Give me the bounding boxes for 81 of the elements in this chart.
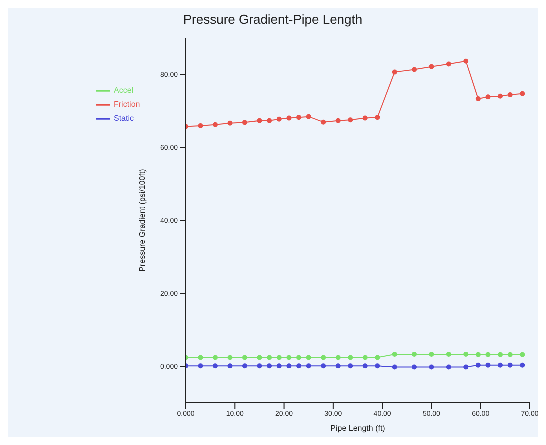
point	[336, 355, 341, 360]
point	[228, 120, 233, 126]
point	[464, 364, 469, 370]
point	[336, 364, 341, 369]
point	[276, 355, 282, 360]
point	[446, 62, 452, 67]
point	[392, 364, 398, 370]
point	[267, 355, 272, 360]
point	[306, 355, 312, 360]
point	[362, 355, 368, 360]
point	[486, 352, 491, 358]
legend-label: Accel	[114, 86, 134, 96]
point	[257, 118, 262, 124]
point	[508, 352, 513, 358]
point	[212, 122, 218, 128]
point	[296, 364, 302, 369]
point	[276, 116, 282, 122]
point	[375, 115, 380, 120]
point	[198, 355, 204, 360]
point	[286, 355, 292, 360]
chart-title: Pressure Gradient-Pipe Length	[182, 11, 364, 29]
point	[321, 364, 326, 369]
point	[429, 64, 434, 70]
point	[286, 364, 292, 369]
point	[336, 118, 341, 124]
point	[412, 67, 418, 72]
point	[392, 352, 398, 357]
point	[508, 362, 513, 368]
point	[257, 364, 262, 369]
point	[520, 362, 526, 368]
point	[242, 364, 248, 369]
point	[198, 123, 204, 128]
point	[212, 355, 218, 360]
point	[486, 94, 491, 100]
point	[348, 355, 354, 360]
point	[520, 352, 526, 358]
point	[228, 364, 233, 369]
point	[375, 364, 380, 369]
point	[198, 364, 204, 369]
point	[412, 364, 418, 370]
point	[476, 352, 481, 358]
y-axis-title: Pressure Gradient (psi/100ft)	[138, 168, 147, 272]
point	[464, 58, 469, 64]
point	[412, 352, 418, 357]
point	[228, 355, 233, 360]
point	[446, 364, 452, 370]
point	[267, 364, 272, 369]
point	[321, 120, 326, 125]
point	[362, 364, 368, 369]
point	[429, 364, 434, 370]
legend-label: Friction	[114, 100, 140, 110]
point	[296, 355, 302, 360]
point	[267, 118, 272, 124]
x-axis-title: Pipe Length (ft)	[330, 424, 386, 433]
point	[348, 118, 354, 123]
legend-label: Static	[114, 114, 134, 124]
point	[446, 352, 452, 357]
point	[257, 355, 262, 360]
point	[498, 352, 504, 358]
point	[306, 364, 312, 369]
point	[212, 364, 218, 369]
point	[286, 116, 292, 121]
point	[486, 362, 491, 368]
point	[508, 92, 513, 98]
point	[276, 364, 282, 369]
point	[476, 362, 481, 368]
point	[392, 70, 398, 75]
point	[348, 364, 354, 369]
point	[520, 91, 526, 96]
point	[498, 94, 504, 99]
point	[464, 352, 469, 357]
point	[362, 116, 368, 121]
point	[242, 355, 248, 360]
point	[306, 114, 312, 120]
point	[429, 352, 434, 357]
point	[375, 355, 380, 360]
point	[321, 355, 326, 360]
point	[498, 362, 504, 368]
point	[296, 115, 302, 120]
point	[476, 96, 481, 102]
point	[242, 120, 248, 126]
